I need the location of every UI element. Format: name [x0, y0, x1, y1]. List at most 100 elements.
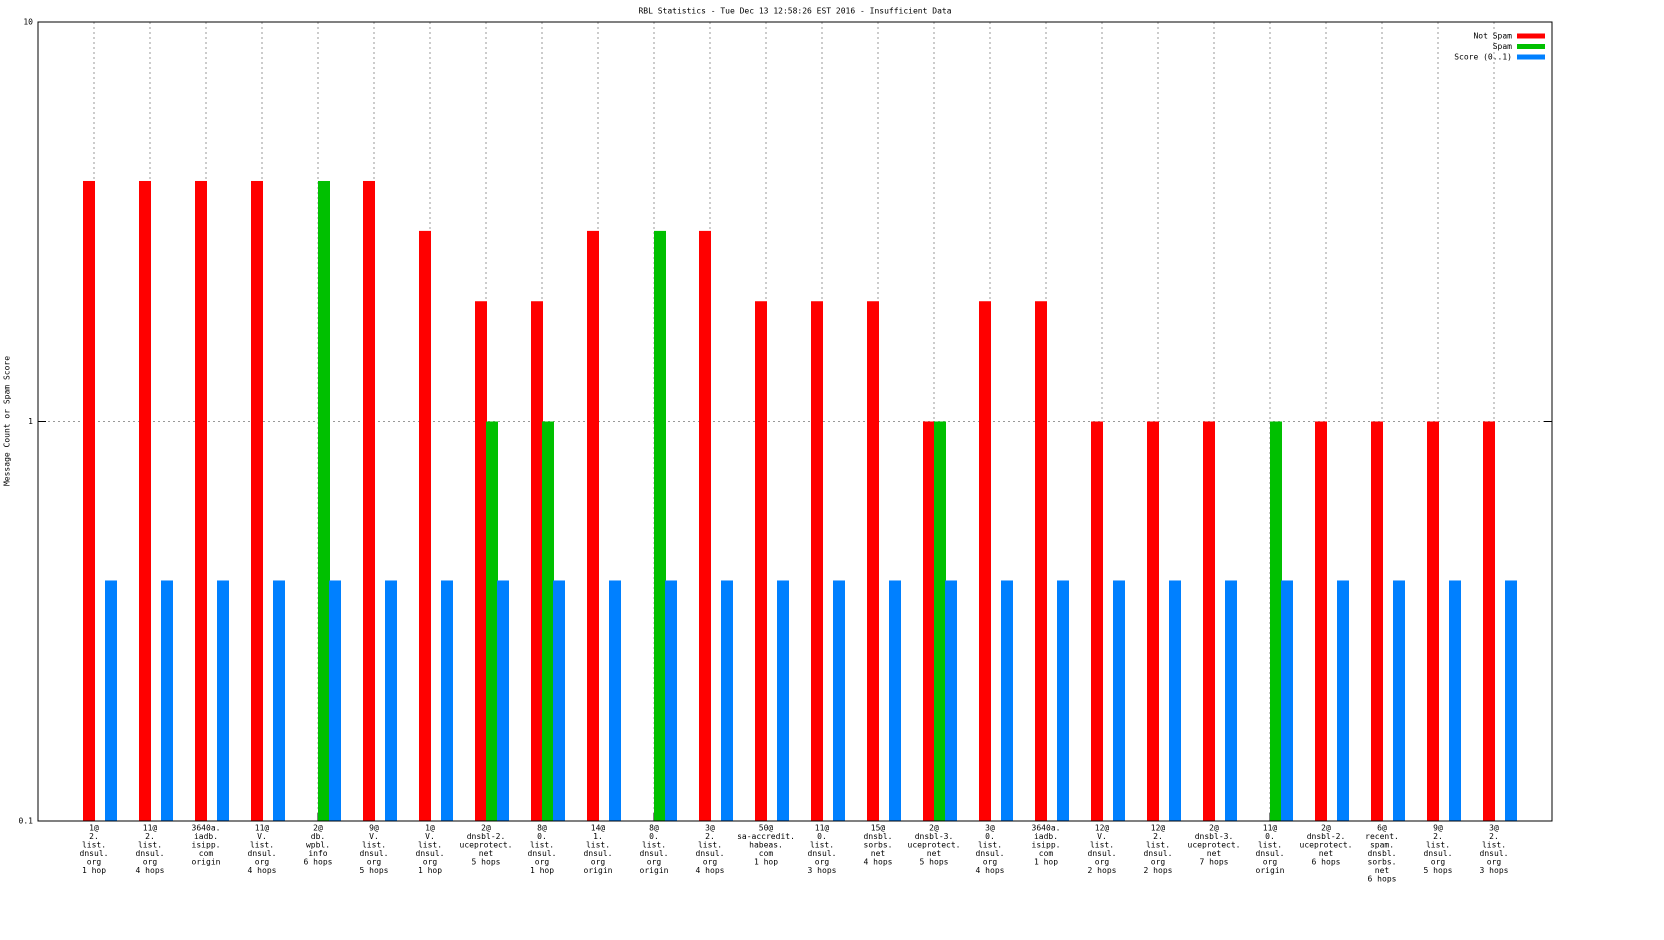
x-tick-label: net	[871, 849, 886, 858]
x-tick-label: 2.	[1433, 832, 1443, 841]
bar	[811, 301, 823, 821]
bar	[1371, 421, 1383, 821]
x-tick-label: list.	[1146, 841, 1170, 850]
y-tick-label: 1	[28, 417, 33, 426]
x-tick-label: org	[703, 858, 718, 867]
bar	[1091, 421, 1103, 821]
bar	[889, 580, 901, 821]
x-tick-label: uceprotect.	[1300, 841, 1353, 850]
bar	[475, 301, 487, 821]
bar	[1225, 580, 1237, 821]
plot-frame	[37, 21, 1553, 822]
legend-label: Spam	[1493, 42, 1512, 51]
bar	[833, 580, 845, 821]
bar	[441, 580, 453, 821]
x-tick-label: 3@	[1489, 824, 1499, 833]
x-tick-label: dnsul.	[528, 849, 557, 858]
x-tick-label: net	[1375, 866, 1390, 875]
bar	[587, 230, 599, 821]
x-tick-label: 0.	[537, 832, 547, 841]
x-tick-label: 2@	[313, 824, 323, 833]
bar	[1057, 580, 1069, 821]
y-tick-label: 10	[23, 18, 33, 27]
x-tick-label: list.	[530, 841, 554, 850]
x-tick-label: 2 hops	[1088, 866, 1117, 875]
x-tick-label: sorbs.	[1368, 858, 1397, 867]
x-tick-label: 1 hop	[82, 866, 106, 875]
x-tick-label: com	[199, 849, 214, 858]
x-tick-label: dnsul.	[136, 849, 165, 858]
x-tick-label: dnsul.	[416, 849, 445, 858]
bar	[1281, 580, 1293, 821]
bar	[867, 301, 879, 821]
x-tick-label: 3 hops	[808, 866, 837, 875]
x-tick-label: 6 hops	[1312, 858, 1341, 867]
bar	[923, 421, 935, 821]
x-tick-label: list.	[138, 841, 162, 850]
x-tick-label: 4 hops	[864, 858, 893, 867]
bar	[1147, 421, 1159, 821]
x-tick-label: iadb.	[194, 832, 218, 841]
x-tick-label: 15@	[871, 824, 886, 833]
x-tick-label: net	[1319, 849, 1334, 858]
bar	[105, 580, 117, 821]
x-tick-label: net	[927, 849, 942, 858]
x-tick-label: net	[479, 849, 494, 858]
bar	[542, 421, 554, 821]
x-tick-label: dnsbl-2.	[1307, 832, 1346, 841]
x-tick-label: dnsul.	[1480, 849, 1509, 858]
x-tick-label: 2.	[89, 832, 99, 841]
x-tick-label: 5 hops	[472, 858, 501, 867]
x-tick-label: sa-accredit.	[737, 832, 795, 841]
x-tick-label: 4 hops	[696, 866, 725, 875]
x-tick-label: 12@	[1151, 824, 1166, 833]
legend-swatch	[1517, 54, 1545, 60]
x-tick-label: isipp.	[1032, 841, 1061, 850]
x-tick-label: 1 hop	[530, 866, 554, 875]
x-tick-label: V.	[425, 832, 435, 841]
x-tick-label: org	[1151, 858, 1166, 867]
x-tick-label: org	[143, 858, 158, 867]
x-tick-label: 11@	[255, 824, 270, 833]
legend-label: Score (0..1)	[1454, 53, 1512, 62]
x-tick-label: spam.	[1370, 841, 1394, 850]
x-tick-label: 9@	[1433, 824, 1443, 833]
x-tick-label: origin	[192, 858, 221, 867]
x-tick-label: sorbs.	[864, 841, 893, 850]
x-tick-label: V.	[257, 832, 267, 841]
x-tick-label: list.	[810, 841, 834, 850]
x-tick-label: list.	[698, 841, 722, 850]
bar	[329, 580, 341, 821]
x-tick-label: 6@	[1377, 824, 1387, 833]
x-tick-label: dnsul.	[1144, 849, 1173, 858]
bar	[945, 580, 957, 821]
x-tick-label: uceprotect.	[908, 841, 961, 850]
x-tick-label: info	[308, 849, 327, 858]
x-tick-label: list.	[1482, 841, 1506, 850]
bar	[699, 230, 711, 821]
y-tick-label: 0.1	[19, 817, 34, 826]
bar	[486, 421, 498, 821]
x-tick-label: org	[535, 858, 550, 867]
x-tick-label: 1 hop	[418, 866, 442, 875]
x-tick-label: dnsul.	[976, 849, 1005, 858]
x-tick-label: dnsul.	[80, 849, 109, 858]
bar	[1337, 580, 1349, 821]
x-tick-label: list.	[250, 841, 274, 850]
x-tick-label: origin	[640, 866, 669, 875]
x-tick-label: 0.	[817, 832, 827, 841]
bar	[721, 580, 733, 821]
x-tick-label: org	[1263, 858, 1278, 867]
bar	[1449, 580, 1461, 821]
x-tick-label: 5 hops	[1424, 866, 1453, 875]
x-tick-label: 3640a.	[1032, 824, 1061, 833]
bar	[251, 180, 263, 821]
x-tick-label: list.	[642, 841, 666, 850]
bar	[665, 580, 677, 821]
bar	[497, 580, 509, 821]
bar	[979, 301, 991, 821]
bar	[273, 580, 285, 821]
x-tick-label: 0.	[985, 832, 995, 841]
x-tick-label: org	[983, 858, 998, 867]
